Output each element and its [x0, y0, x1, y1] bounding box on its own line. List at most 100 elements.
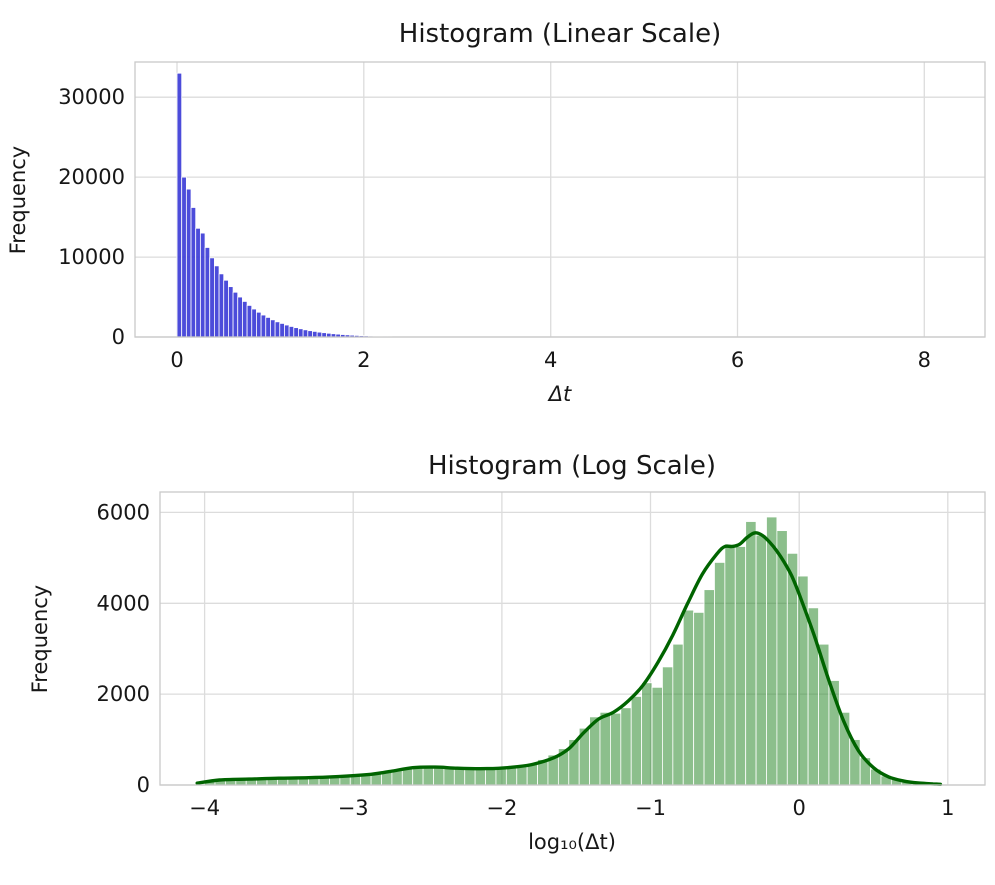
- histogram-bar: [293, 327, 299, 338]
- histogram-bars: [204, 516, 934, 786]
- log-plot-area: −4 −3 −2 −1 0 1 0 2000 4000 6000: [97, 491, 986, 820]
- tick-labels: 0 2 4 6 8 0 10000 20000 30000: [58, 85, 931, 372]
- histogram-bar: [237, 296, 243, 338]
- histogram-bar: [232, 291, 239, 338]
- histogram-bar: [251, 308, 257, 338]
- x-tick-label: −2: [486, 796, 517, 820]
- histogram-bar: [516, 765, 528, 786]
- histogram-bar: [223, 279, 229, 338]
- x-tick-label: −1: [635, 796, 666, 820]
- log-histogram-chart: Histogram (Log Scale) Frequency log₁₀(Δt…: [28, 451, 986, 854]
- y-tick-label: 20000: [58, 165, 125, 189]
- histogram-bar: [662, 666, 674, 786]
- histogram-bar: [218, 273, 225, 338]
- histogram-bar: [682, 609, 695, 786]
- linear-x-axis-label: Δt: [547, 382, 572, 406]
- histogram-bar: [199, 232, 206, 338]
- x-tick-label: −3: [338, 796, 369, 820]
- linear-y-axis-label: Frequency: [6, 146, 30, 255]
- histogram-bar: [288, 326, 295, 338]
- gridlines: [135, 62, 985, 338]
- plot-frame: [134, 61, 986, 338]
- histogram-bar: [505, 766, 518, 786]
- histogram-bar: [703, 589, 715, 786]
- histogram-bar: [176, 72, 183, 338]
- histogram-bar: [307, 330, 313, 338]
- x-tick-label: −4: [189, 796, 220, 820]
- histogram-bar: [745, 521, 757, 786]
- histogram-bar: [651, 686, 663, 786]
- histogram-bar: [256, 311, 262, 338]
- y-tick-label: 10000: [58, 245, 125, 269]
- histogram-bar: [265, 317, 271, 338]
- histogram-bar: [464, 768, 476, 786]
- histogram-bar: [195, 227, 201, 338]
- histogram-bar: [181, 176, 187, 338]
- histogram-bar: [298, 328, 304, 338]
- x-tick-label: 4: [544, 348, 557, 372]
- log-x-axis-label: log₁₀(Δt): [528, 830, 616, 854]
- histogram-bar: [755, 534, 767, 786]
- plot-frame: [159, 491, 986, 786]
- histogram-bar: [724, 543, 736, 786]
- histogram-bar: [766, 516, 778, 786]
- histogram-bar: [242, 301, 248, 338]
- histogram-bar: [641, 682, 653, 786]
- histogram-bar: [204, 247, 211, 338]
- histogram-bar: [190, 207, 197, 338]
- log-y-axis-label: Frequency: [28, 585, 52, 694]
- linear-plot-area: 0 2 4 6 8 0 10000 20000 30000: [58, 61, 986, 372]
- y-tick-label: 4000: [97, 591, 150, 615]
- histogram-bar: [443, 767, 455, 786]
- histogram-bar: [474, 768, 486, 786]
- histogram-bar: [485, 767, 497, 786]
- histogram-bar: [433, 767, 445, 786]
- y-tick-label: 6000: [97, 500, 150, 524]
- linear-chart-title: Histogram (Linear Scale): [399, 19, 721, 49]
- histogram-bar: [776, 530, 788, 786]
- y-tick-label: 30000: [58, 85, 125, 109]
- x-tick-label: 0: [170, 348, 183, 372]
- histogram-bar: [312, 330, 318, 338]
- histogram-bar: [279, 323, 285, 338]
- histogram-bar: [260, 314, 267, 338]
- histogram-bar: [734, 546, 747, 786]
- histogram-bar: [620, 707, 632, 786]
- x-tick-label: 0: [793, 796, 806, 820]
- log-chart-title: Histogram (Log Scale): [428, 451, 716, 481]
- histogram-bar: [228, 286, 234, 338]
- y-tick-label: 0: [137, 773, 150, 797]
- histogram-bar: [693, 611, 705, 786]
- kde-curve: [195, 531, 943, 786]
- histogram-bar: [316, 331, 323, 338]
- histogram-bar: [246, 305, 253, 338]
- histogram-bar: [422, 766, 434, 786]
- histogram-bar: [185, 188, 192, 338]
- histogram-bar: [213, 265, 220, 338]
- histogram-bar: [302, 329, 309, 338]
- histogram-bar: [401, 768, 414, 786]
- histogram-bar: [284, 324, 290, 338]
- histogram-bar: [412, 766, 424, 786]
- histogram-bar: [209, 257, 215, 338]
- linear-histogram-chart: Histogram (Linear Scale) Frequency Δt 0 2…: [6, 19, 986, 406]
- x-tick-label: 1: [941, 796, 954, 820]
- x-tick-label: 2: [357, 348, 370, 372]
- histogram-bar: [672, 643, 684, 786]
- histogram-bar: [495, 767, 507, 786]
- y-tick-label: 0: [112, 325, 125, 349]
- x-tick-label: 6: [731, 348, 744, 372]
- histogram-bar: [599, 711, 611, 786]
- histogram-bar: [714, 562, 726, 786]
- tick-labels: −4 −3 −2 −1 0 1 0 2000 4000 6000: [97, 500, 955, 820]
- histogram-bars: [176, 72, 393, 338]
- histogram-bar: [453, 768, 466, 786]
- histogram-bar: [270, 319, 276, 338]
- y-tick-label: 2000: [97, 682, 150, 706]
- x-tick-label: 8: [918, 348, 931, 372]
- histogram-bar: [274, 321, 281, 338]
- histogram-bar: [610, 712, 622, 786]
- histogram-bar: [630, 696, 643, 786]
